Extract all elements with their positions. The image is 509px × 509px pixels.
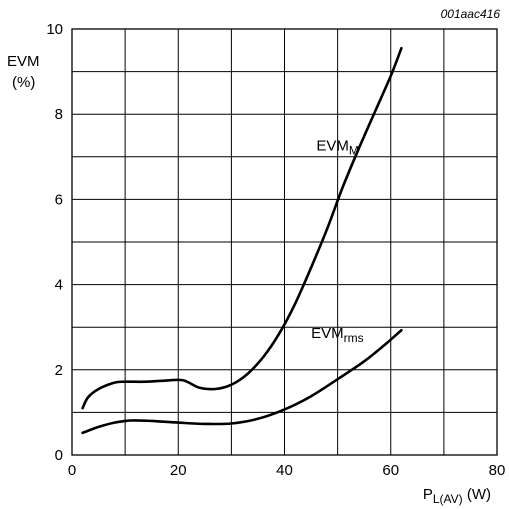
x-axis-label-main: P: [423, 486, 433, 503]
y-tick-label: 6: [55, 191, 63, 208]
y-tick-label: 4: [55, 277, 63, 294]
series-line-m: [81, 46, 403, 410]
x-tick-label: 20: [170, 462, 187, 479]
y-tick-label: 2: [55, 362, 63, 379]
series-line-rms: [81, 328, 403, 435]
plot-frame: [71, 28, 498, 456]
y-axis-label-line2: (%): [12, 74, 35, 91]
x-tick-label: 80: [489, 462, 506, 479]
y-tick-label: 0: [55, 447, 63, 464]
x-axis-label-unit: (W): [463, 486, 491, 503]
figure-code: 001aac416: [441, 7, 501, 21]
series-labels: EVMM EVMrms: [311, 137, 364, 344]
x-tick-label: 40: [276, 462, 293, 479]
grid: [72, 29, 497, 455]
y-tick-label: 10: [46, 21, 63, 38]
series-label-rms: EVMrms: [311, 325, 364, 345]
series-lines: [81, 46, 403, 435]
x-axis-label-sub: L(AV): [433, 492, 463, 506]
y-axis-label-line1: EVM: [7, 53, 40, 70]
x-tick-label: 0: [68, 462, 76, 479]
x-axis-label: PL(AV) (W): [423, 486, 491, 506]
series-label-m: EVMM: [316, 137, 359, 157]
x-tick-labels: 0 20 40 60 80: [68, 462, 506, 479]
y-tick-label: 8: [55, 106, 63, 123]
x-tick-label: 60: [382, 462, 399, 479]
y-tick-labels: 0 2 4 6 8 10: [46, 21, 63, 464]
